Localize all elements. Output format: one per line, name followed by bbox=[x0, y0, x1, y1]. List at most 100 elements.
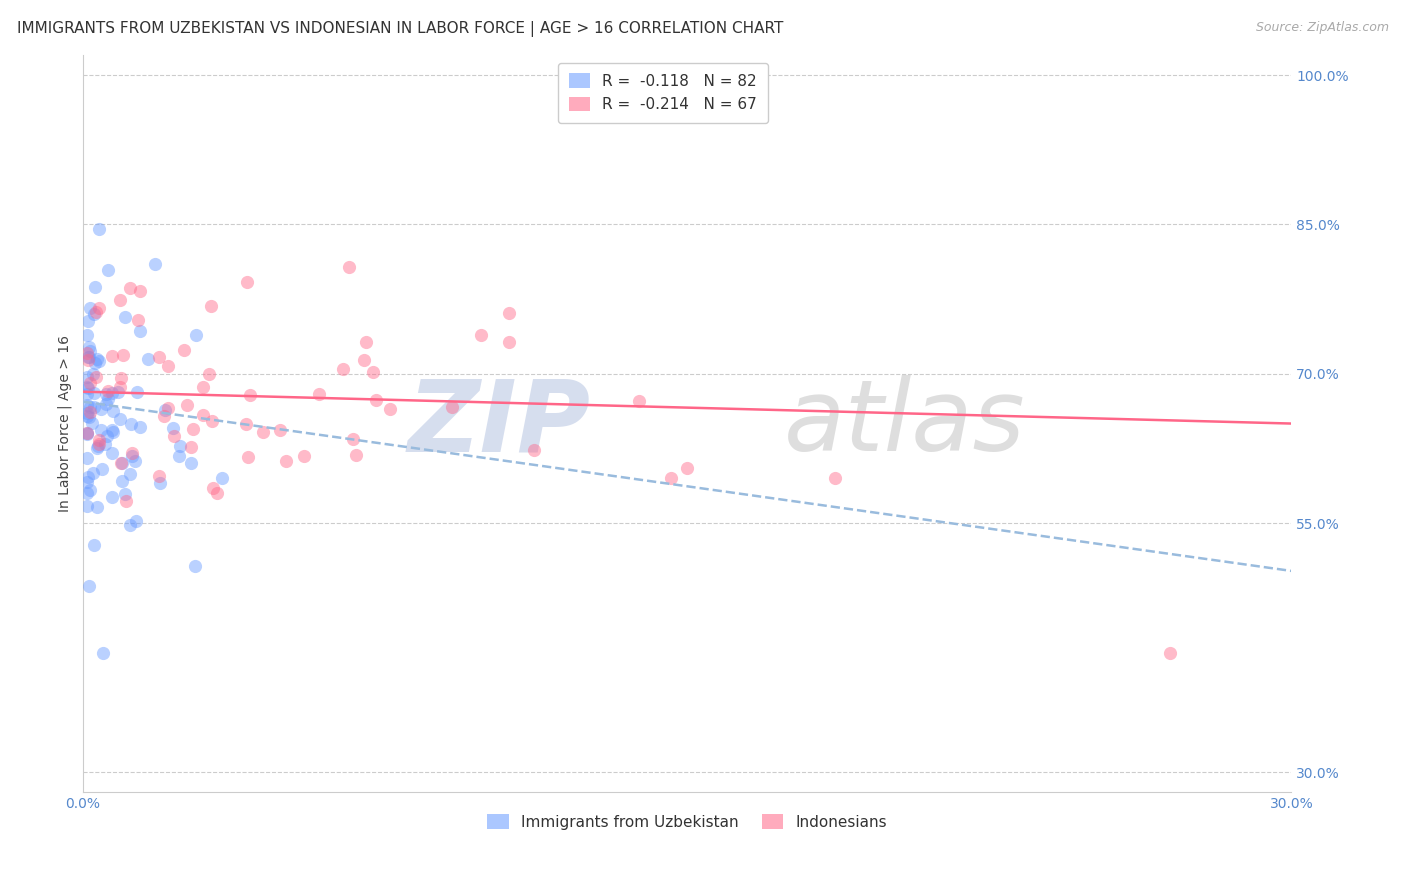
Point bbox=[76, 346, 98, 360]
Point bbox=[153, 409, 176, 423]
Point bbox=[79, 343, 101, 358]
Point bbox=[121, 445, 143, 459]
Point bbox=[269, 424, 291, 438]
Point bbox=[205, 485, 228, 500]
Point bbox=[76, 427, 98, 442]
Point bbox=[200, 299, 222, 313]
Point bbox=[108, 380, 131, 394]
Point bbox=[77, 351, 100, 365]
Point bbox=[82, 417, 104, 431]
Point bbox=[76, 425, 98, 440]
Point bbox=[184, 558, 207, 573]
Point bbox=[76, 386, 98, 401]
Point bbox=[87, 439, 110, 453]
Point bbox=[156, 359, 179, 374]
Point bbox=[89, 436, 111, 450]
Point bbox=[103, 425, 125, 440]
Point bbox=[76, 486, 98, 500]
Point bbox=[201, 414, 224, 428]
Point bbox=[77, 340, 100, 354]
Point bbox=[77, 579, 100, 593]
Point bbox=[97, 384, 120, 398]
Point bbox=[76, 381, 98, 395]
Point bbox=[79, 376, 101, 391]
Point bbox=[176, 398, 198, 412]
Point bbox=[114, 487, 136, 501]
Point bbox=[157, 401, 180, 415]
Point bbox=[167, 449, 190, 463]
Point bbox=[115, 494, 138, 508]
Point bbox=[129, 419, 152, 434]
Point bbox=[162, 421, 184, 435]
Point bbox=[353, 352, 375, 367]
Point bbox=[274, 454, 297, 468]
Point bbox=[124, 454, 146, 468]
Point bbox=[79, 401, 101, 415]
Point bbox=[96, 397, 118, 411]
Point bbox=[79, 405, 101, 419]
Point bbox=[148, 469, 170, 483]
Point bbox=[361, 365, 384, 379]
Point bbox=[107, 384, 129, 399]
Point bbox=[96, 429, 118, 443]
Point bbox=[84, 370, 107, 384]
Point bbox=[101, 423, 124, 437]
Point bbox=[180, 456, 202, 470]
Point bbox=[498, 305, 520, 319]
Point bbox=[87, 222, 110, 236]
Point bbox=[83, 386, 105, 401]
Point bbox=[364, 392, 387, 407]
Point bbox=[440, 400, 463, 414]
Point bbox=[110, 456, 132, 470]
Point bbox=[76, 475, 98, 489]
Point bbox=[181, 422, 204, 436]
Point bbox=[236, 450, 259, 464]
Point bbox=[76, 370, 98, 384]
Point bbox=[136, 352, 159, 367]
Point bbox=[87, 354, 110, 368]
Point bbox=[94, 387, 117, 401]
Point bbox=[76, 425, 98, 440]
Point bbox=[79, 301, 101, 315]
Point bbox=[101, 490, 124, 504]
Point bbox=[83, 308, 105, 322]
Point bbox=[111, 474, 134, 488]
Point bbox=[91, 646, 114, 660]
Point bbox=[523, 442, 546, 457]
Point bbox=[90, 424, 112, 438]
Point bbox=[101, 404, 124, 418]
Point bbox=[101, 386, 124, 401]
Point bbox=[118, 281, 141, 295]
Text: atlas: atlas bbox=[783, 375, 1025, 472]
Text: IMMIGRANTS FROM UZBEKISTAN VS INDONESIAN IN LABOR FORCE | AGE > 16 CORRELATION C: IMMIGRANTS FROM UZBEKISTAN VS INDONESIAN… bbox=[17, 21, 783, 37]
Point bbox=[108, 293, 131, 307]
Point bbox=[79, 483, 101, 497]
Point bbox=[128, 285, 150, 299]
Point bbox=[128, 313, 150, 327]
Legend: Immigrants from Uzbekistan, Indonesians: Immigrants from Uzbekistan, Indonesians bbox=[481, 808, 893, 836]
Point bbox=[90, 401, 112, 416]
Point bbox=[128, 324, 150, 338]
Point bbox=[824, 470, 846, 484]
Point bbox=[100, 445, 122, 459]
Point bbox=[292, 449, 315, 463]
Point bbox=[91, 462, 114, 476]
Point bbox=[97, 392, 120, 407]
Point bbox=[82, 467, 104, 481]
Point bbox=[127, 385, 149, 400]
Point bbox=[82, 367, 104, 381]
Point bbox=[76, 499, 98, 513]
Point bbox=[76, 380, 98, 394]
Point bbox=[356, 334, 378, 349]
Point bbox=[125, 514, 148, 528]
Point bbox=[197, 368, 219, 382]
Text: ZIP: ZIP bbox=[408, 375, 591, 472]
Point bbox=[145, 257, 167, 271]
Point bbox=[235, 417, 257, 431]
Point bbox=[76, 409, 98, 423]
Point bbox=[342, 433, 364, 447]
Point bbox=[337, 260, 360, 275]
Point bbox=[344, 448, 367, 462]
Point bbox=[191, 409, 214, 423]
Text: Source: ZipAtlas.com: Source: ZipAtlas.com bbox=[1256, 21, 1389, 34]
